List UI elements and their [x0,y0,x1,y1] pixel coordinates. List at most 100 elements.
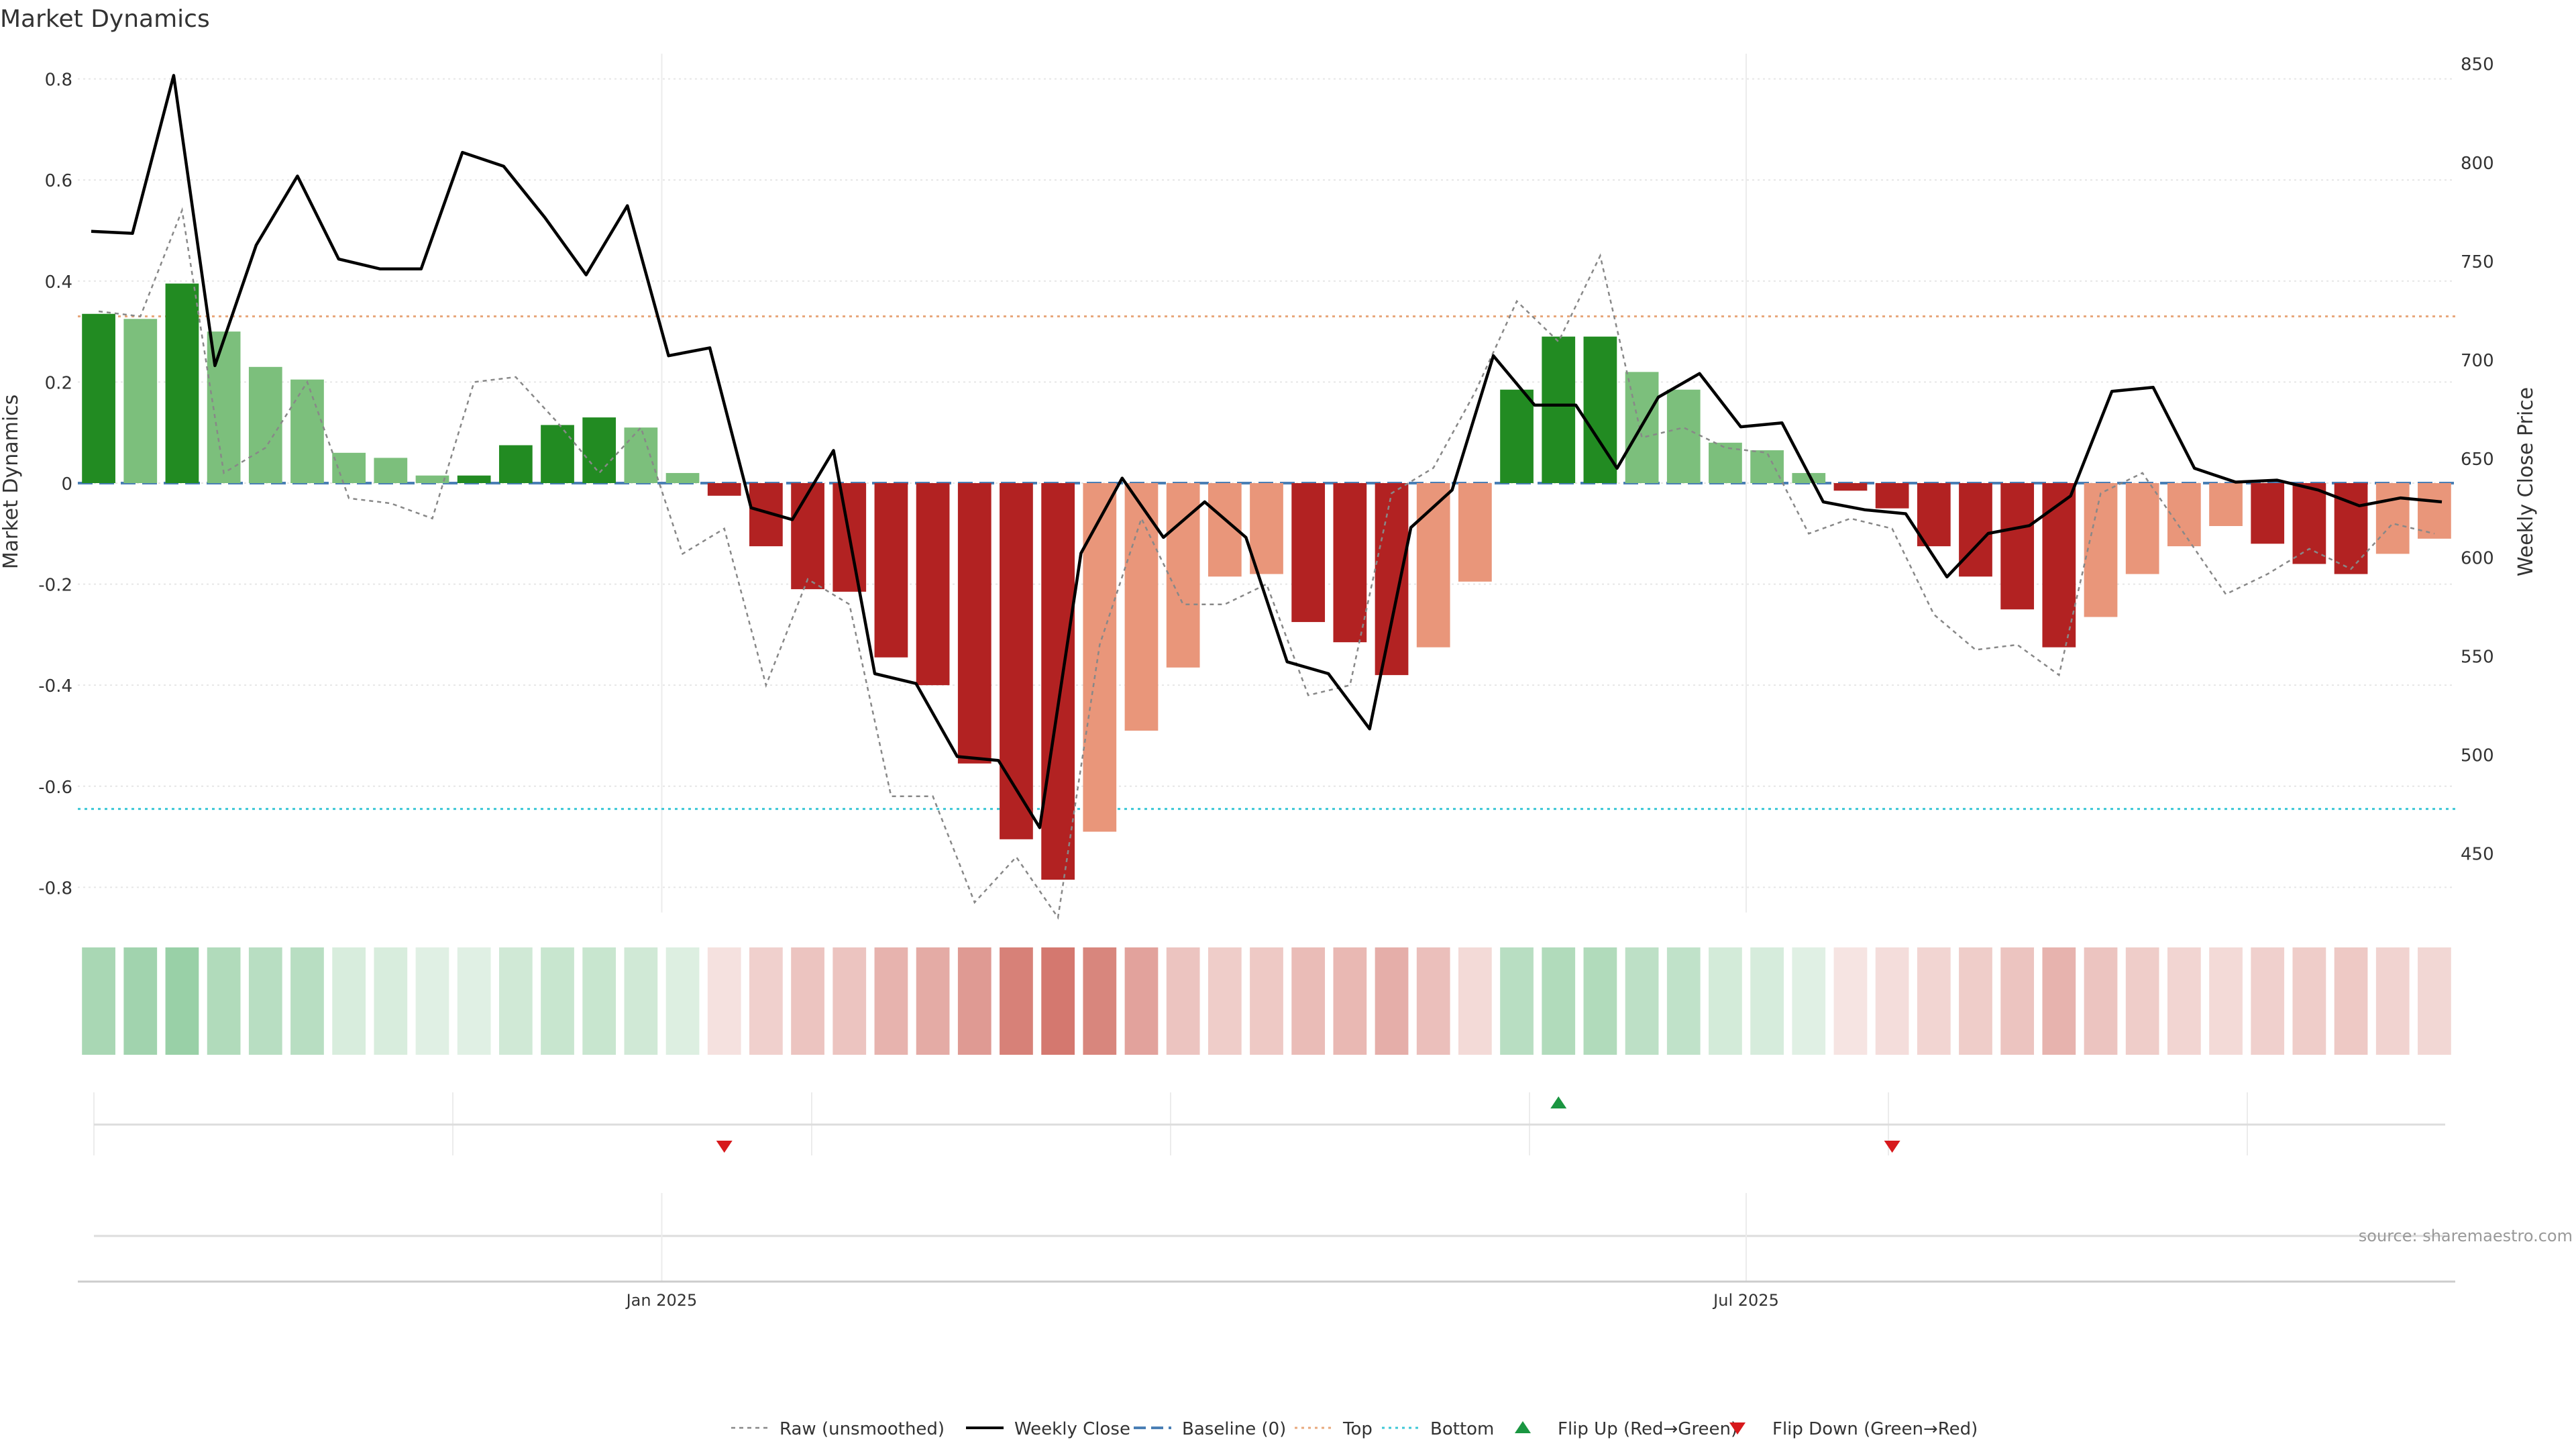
bar [415,475,449,483]
source-note: source: sharemaestro.com [2359,1227,2573,1245]
heat-cell [165,947,199,1055]
heat-cell [707,947,741,1055]
heat-cell [2084,947,2118,1055]
heat-cell [1917,947,1951,1055]
heat-cell [957,947,991,1055]
right-axis-label: Weekly Close Price [2514,387,2538,576]
heat-cell [1875,947,1909,1055]
bar [1500,389,1534,483]
heat-cell [2251,947,2285,1055]
empty-panel [94,1193,2445,1282]
bar [2084,483,2118,617]
left-tick-label: -0.2 [38,576,72,596]
heat-cell [82,947,115,1055]
heat-cell [1250,947,1283,1055]
heat-cell [207,947,241,1055]
legend-item: Top [1295,1419,1373,1439]
heat-cell [332,947,366,1055]
heat-cell [2418,947,2451,1055]
legend-label: Flip Down (Green→Red) [1772,1419,1978,1439]
heat-cell [1041,947,1075,1055]
left-tick-label: -0.8 [38,878,72,898]
raw-series-line [98,207,2435,920]
heat-cell [1208,947,1242,1055]
bar [2000,483,2035,610]
heat-cell [2042,947,2076,1055]
bar [2209,483,2243,526]
left-tick-label: -0.6 [38,778,72,798]
left-axis-label: Market Dynamics [0,395,23,570]
bar [791,483,824,590]
bar [290,379,324,483]
left-tick-label: -0.4 [38,676,72,696]
right-tick-label: 500 [2461,746,2494,766]
heat-cell [665,947,700,1055]
bar [1917,483,1951,547]
flip-up-marker [1550,1096,1567,1108]
bar [2418,483,2451,539]
heat-cell [1000,947,1033,1055]
heat-cell [1666,947,1701,1055]
bar-series [82,283,2451,880]
heat-strip [82,947,2451,1055]
legend-label: Bottom [1430,1419,1494,1439]
heat-cell [2000,947,2035,1055]
heat-cell [833,947,867,1055]
heat-cell [1375,947,1409,1055]
bar [1542,336,1576,483]
bar [1083,483,1117,832]
bar [916,483,950,686]
legend-label: Weekly Close [1014,1419,1130,1439]
left-tick-label: 0.8 [45,70,72,91]
flip-down-marker [716,1141,733,1153]
heat-cell [248,947,282,1055]
right-tick-label: 750 [2461,252,2494,272]
heat-cell [2125,947,2159,1055]
right-tick-label: 450 [2461,845,2494,865]
left-tick-label: 0.2 [45,373,72,393]
heat-cell [1166,947,1200,1055]
heat-cell [1291,947,1326,1055]
legend-item: Bottom [1382,1419,1494,1439]
bar [457,475,491,483]
right-tick-label: 650 [2461,450,2494,470]
heat-cell [290,947,324,1055]
bar [248,366,282,483]
bar [1416,483,1450,647]
bar [1000,483,1033,839]
heat-cell [624,947,658,1055]
bar [957,483,991,764]
right-tick-label: 700 [2461,351,2494,371]
bar [498,445,533,483]
bar [123,319,158,483]
bar [2042,483,2076,647]
heat-cell [541,947,574,1055]
left-tick-label: 0 [61,474,72,495]
bar [2251,483,2285,544]
heat-cell [1083,947,1117,1055]
heat-cell [1792,947,1826,1055]
legend-label: Top [1342,1419,1373,1439]
legend-item: Baseline (0) [1134,1419,1286,1439]
legend-item: Weekly Close [966,1419,1130,1439]
heat-cell [1542,947,1576,1055]
x-axis: Jan 2025 Jul 2025 [78,1280,2455,1310]
heat-cell [2375,947,2410,1055]
right-tick-label: 800 [2461,154,2494,174]
heat-cell [1416,947,1450,1055]
bar [624,427,658,483]
bar [1959,483,1992,577]
bar [374,458,408,483]
bar [1458,483,1492,582]
weekly-close-line [91,74,2443,829]
heat-cell [1833,947,1868,1055]
bar [1041,483,1075,880]
heat-cell [1625,947,1659,1055]
heat-cell [791,947,824,1055]
x-tick-label: Jul 2025 [1712,1291,1779,1310]
heat-cell [1500,947,1534,1055]
heat-cell [1583,947,1617,1055]
chart-title: Market Dynamics [0,5,210,33]
heat-cell [123,947,158,1055]
